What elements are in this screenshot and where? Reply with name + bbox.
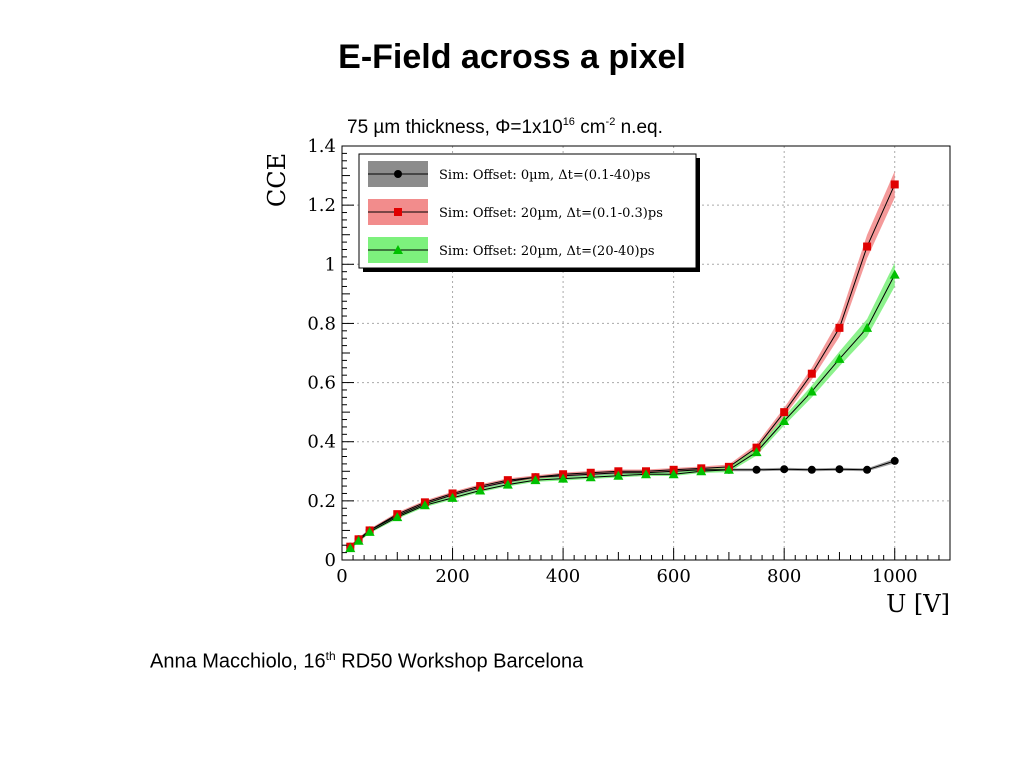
- chart-title-tail: n.eq.: [615, 117, 663, 138]
- data-point-triangle: [585, 472, 596, 482]
- cce-chart: 75 µm thickness, Φ=1x1016 cm-2 n.eq. CCE…: [263, 116, 951, 618]
- data-point-circle: [807, 465, 816, 474]
- x-tick-label: 600: [656, 566, 690, 587]
- series-lines: [349, 184, 896, 549]
- data-point-square: [890, 180, 899, 189]
- data-point-square: [863, 242, 872, 251]
- chart-title: 75 µm thickness, Φ=1x1016 cm-2 n.eq.: [347, 116, 663, 138]
- y-tick-label: 0.4: [307, 432, 336, 453]
- data-point-triangle: [447, 492, 458, 502]
- x-tick-label: 1000: [872, 566, 918, 587]
- data-point-triangle: [862, 322, 873, 332]
- y-axis-label: CCE: [263, 153, 291, 207]
- x-tick-label: 400: [546, 566, 580, 587]
- data-point-square: [807, 369, 816, 378]
- chart-title-exp2: -2: [606, 116, 616, 128]
- slide-title: E-Field across a pixel: [338, 38, 686, 76]
- legend-marker-circle: [394, 170, 402, 178]
- legend: Sim: Offset: 0µm, Δt=(0.1-40)ps Sim: Offs…: [358, 153, 700, 272]
- x-tick-label: 0: [336, 566, 347, 587]
- legend-label: Sim: Offset: 20µm, Δt=(0.1-0.3)ps: [439, 206, 663, 221]
- series-markers: [345, 180, 900, 553]
- chart-title-main: 75 µm thickness, Φ=1x10: [347, 117, 563, 138]
- legend-marker-triangle: [393, 245, 403, 254]
- data-point-triangle: [751, 447, 762, 457]
- footer-credit: Anna Macchiolo, 16th RD50 Workshop Barce…: [150, 649, 583, 674]
- data-point-triangle: [558, 473, 569, 483]
- footer-author: Anna Macchiolo, 16: [150, 650, 326, 673]
- data-point-triangle: [668, 469, 679, 479]
- x-tick-label: 200: [435, 566, 469, 587]
- data-point-triangle: [889, 269, 900, 279]
- data-point-triangle: [779, 416, 790, 426]
- y-tick-label: 1.2: [307, 195, 336, 216]
- legend-label: Sim: Offset: 20µm, Δt=(20-40)ps: [439, 244, 655, 259]
- series-line-1: [349, 184, 896, 548]
- data-point-triangle: [419, 500, 430, 510]
- legend-marker-square: [394, 208, 402, 216]
- data-point-triangle: [641, 469, 651, 479]
- y-tick-label: 0.8: [307, 313, 336, 334]
- data-point-circle: [752, 465, 761, 474]
- y-tick-label: 1: [325, 254, 336, 275]
- data-point-triangle: [353, 535, 364, 545]
- data-point-circle: [863, 465, 872, 474]
- series-line-2: [349, 274, 896, 549]
- series-line-0: [349, 460, 895, 548]
- series-band-2: [350, 262, 895, 550]
- y-tick-label: 0.2: [307, 491, 336, 512]
- data-point-triangle: [613, 470, 624, 480]
- chart-title-unit: cm: [575, 117, 606, 138]
- chart-title-exp1: 16: [563, 116, 575, 128]
- data-point-triangle: [806, 386, 817, 396]
- data-point-circle: [780, 465, 789, 474]
- data-point-square: [835, 323, 844, 332]
- x-axis-label: U [V]: [886, 590, 950, 618]
- data-point-triangle: [392, 512, 403, 522]
- data-point-square: [780, 408, 789, 417]
- data-point-triangle: [502, 479, 513, 489]
- data-point-circle: [835, 465, 844, 474]
- footer-ordinal: th: [325, 649, 336, 663]
- y-tick-label: 1.4: [307, 136, 336, 157]
- axes: 0 200 400 600 800 1000 0 0.2 0.4 0.6 0.8 1 1.2 1.4: [307, 136, 951, 587]
- x-tick-label: 800: [767, 566, 801, 587]
- legend-label: Sim: Offset: 0µm, Δt=(0.1-40)ps: [439, 168, 650, 183]
- data-point-triangle: [475, 485, 486, 495]
- data-point-triangle: [345, 543, 356, 553]
- data-point-triangle: [834, 353, 845, 363]
- footer-event: RD50 Workshop Barcelona: [335, 650, 584, 673]
- data-point-triangle: [696, 466, 707, 476]
- y-tick-label: 0.6: [307, 373, 336, 394]
- y-tick-label: 0: [325, 550, 336, 571]
- data-point-triangle: [723, 464, 734, 474]
- data-point-triangle: [364, 526, 375, 536]
- data-point-triangle: [530, 475, 541, 485]
- data-point-circle: [890, 456, 899, 465]
